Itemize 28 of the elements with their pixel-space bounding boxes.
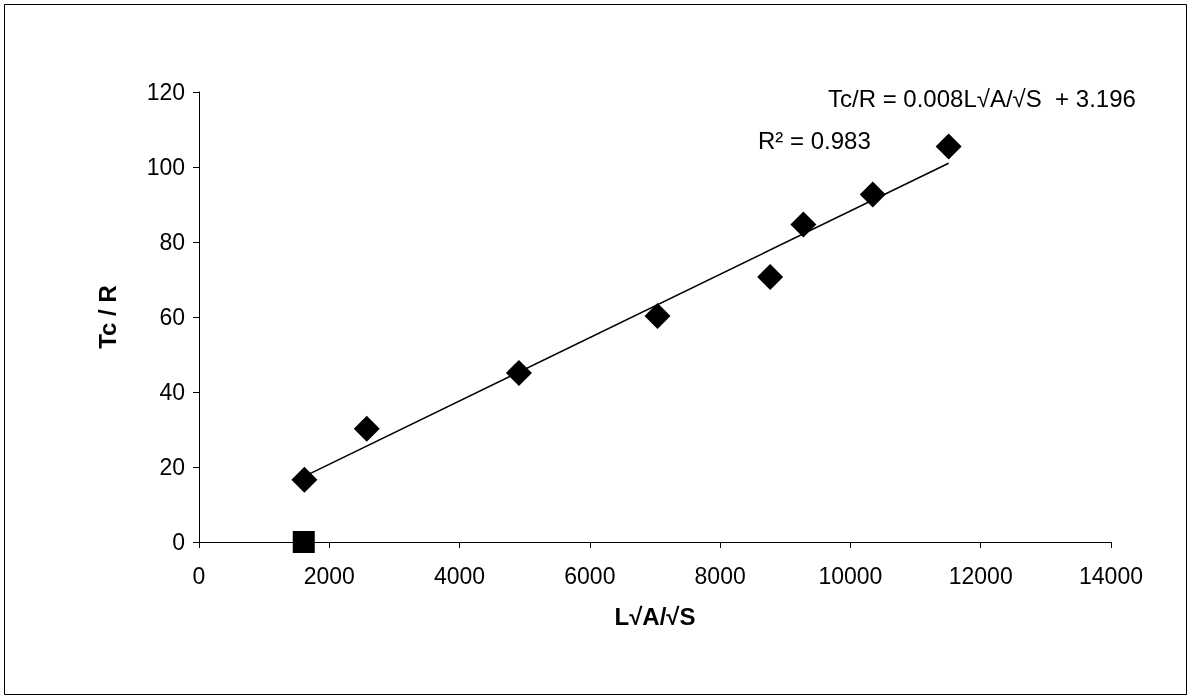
x-tick-label: 4000 — [433, 562, 486, 589]
point — [859, 181, 886, 208]
point — [935, 133, 962, 160]
x-tick-label: 2000 — [303, 562, 355, 589]
y-tick-label: 120 — [146, 79, 185, 105]
x-tick-label: 12000 — [948, 562, 1013, 589]
y-tick-label: 0 — [172, 529, 185, 555]
point — [757, 263, 784, 290]
y-axis-title: Tc / R — [93, 285, 121, 349]
point — [790, 211, 817, 238]
annotation: Tc/R = 0.008L√A/√S + 3.196 — [827, 84, 1136, 112]
point — [505, 359, 532, 386]
x-tick-label: 6000 — [564, 562, 616, 589]
y-tick-label: 60 — [159, 304, 185, 330]
point — [292, 531, 315, 553]
y-tick-label: 80 — [159, 229, 185, 255]
x-tick-label: 14000 — [1079, 562, 1143, 589]
y-tick-label: 40 — [159, 379, 185, 405]
y-tick-label: 100 — [146, 154, 185, 180]
x-tick-label: 10000 — [818, 562, 883, 589]
x-tick-label: 0 — [192, 562, 206, 589]
x-tick-label: 8000 — [694, 562, 746, 589]
point — [353, 415, 380, 442]
point — [644, 302, 671, 329]
point — [291, 466, 318, 493]
annotation: R² = 0.983 — [758, 126, 871, 154]
x-axis-title: L√A/√S — [614, 602, 696, 630]
y-tick-label: 20 — [159, 454, 185, 480]
